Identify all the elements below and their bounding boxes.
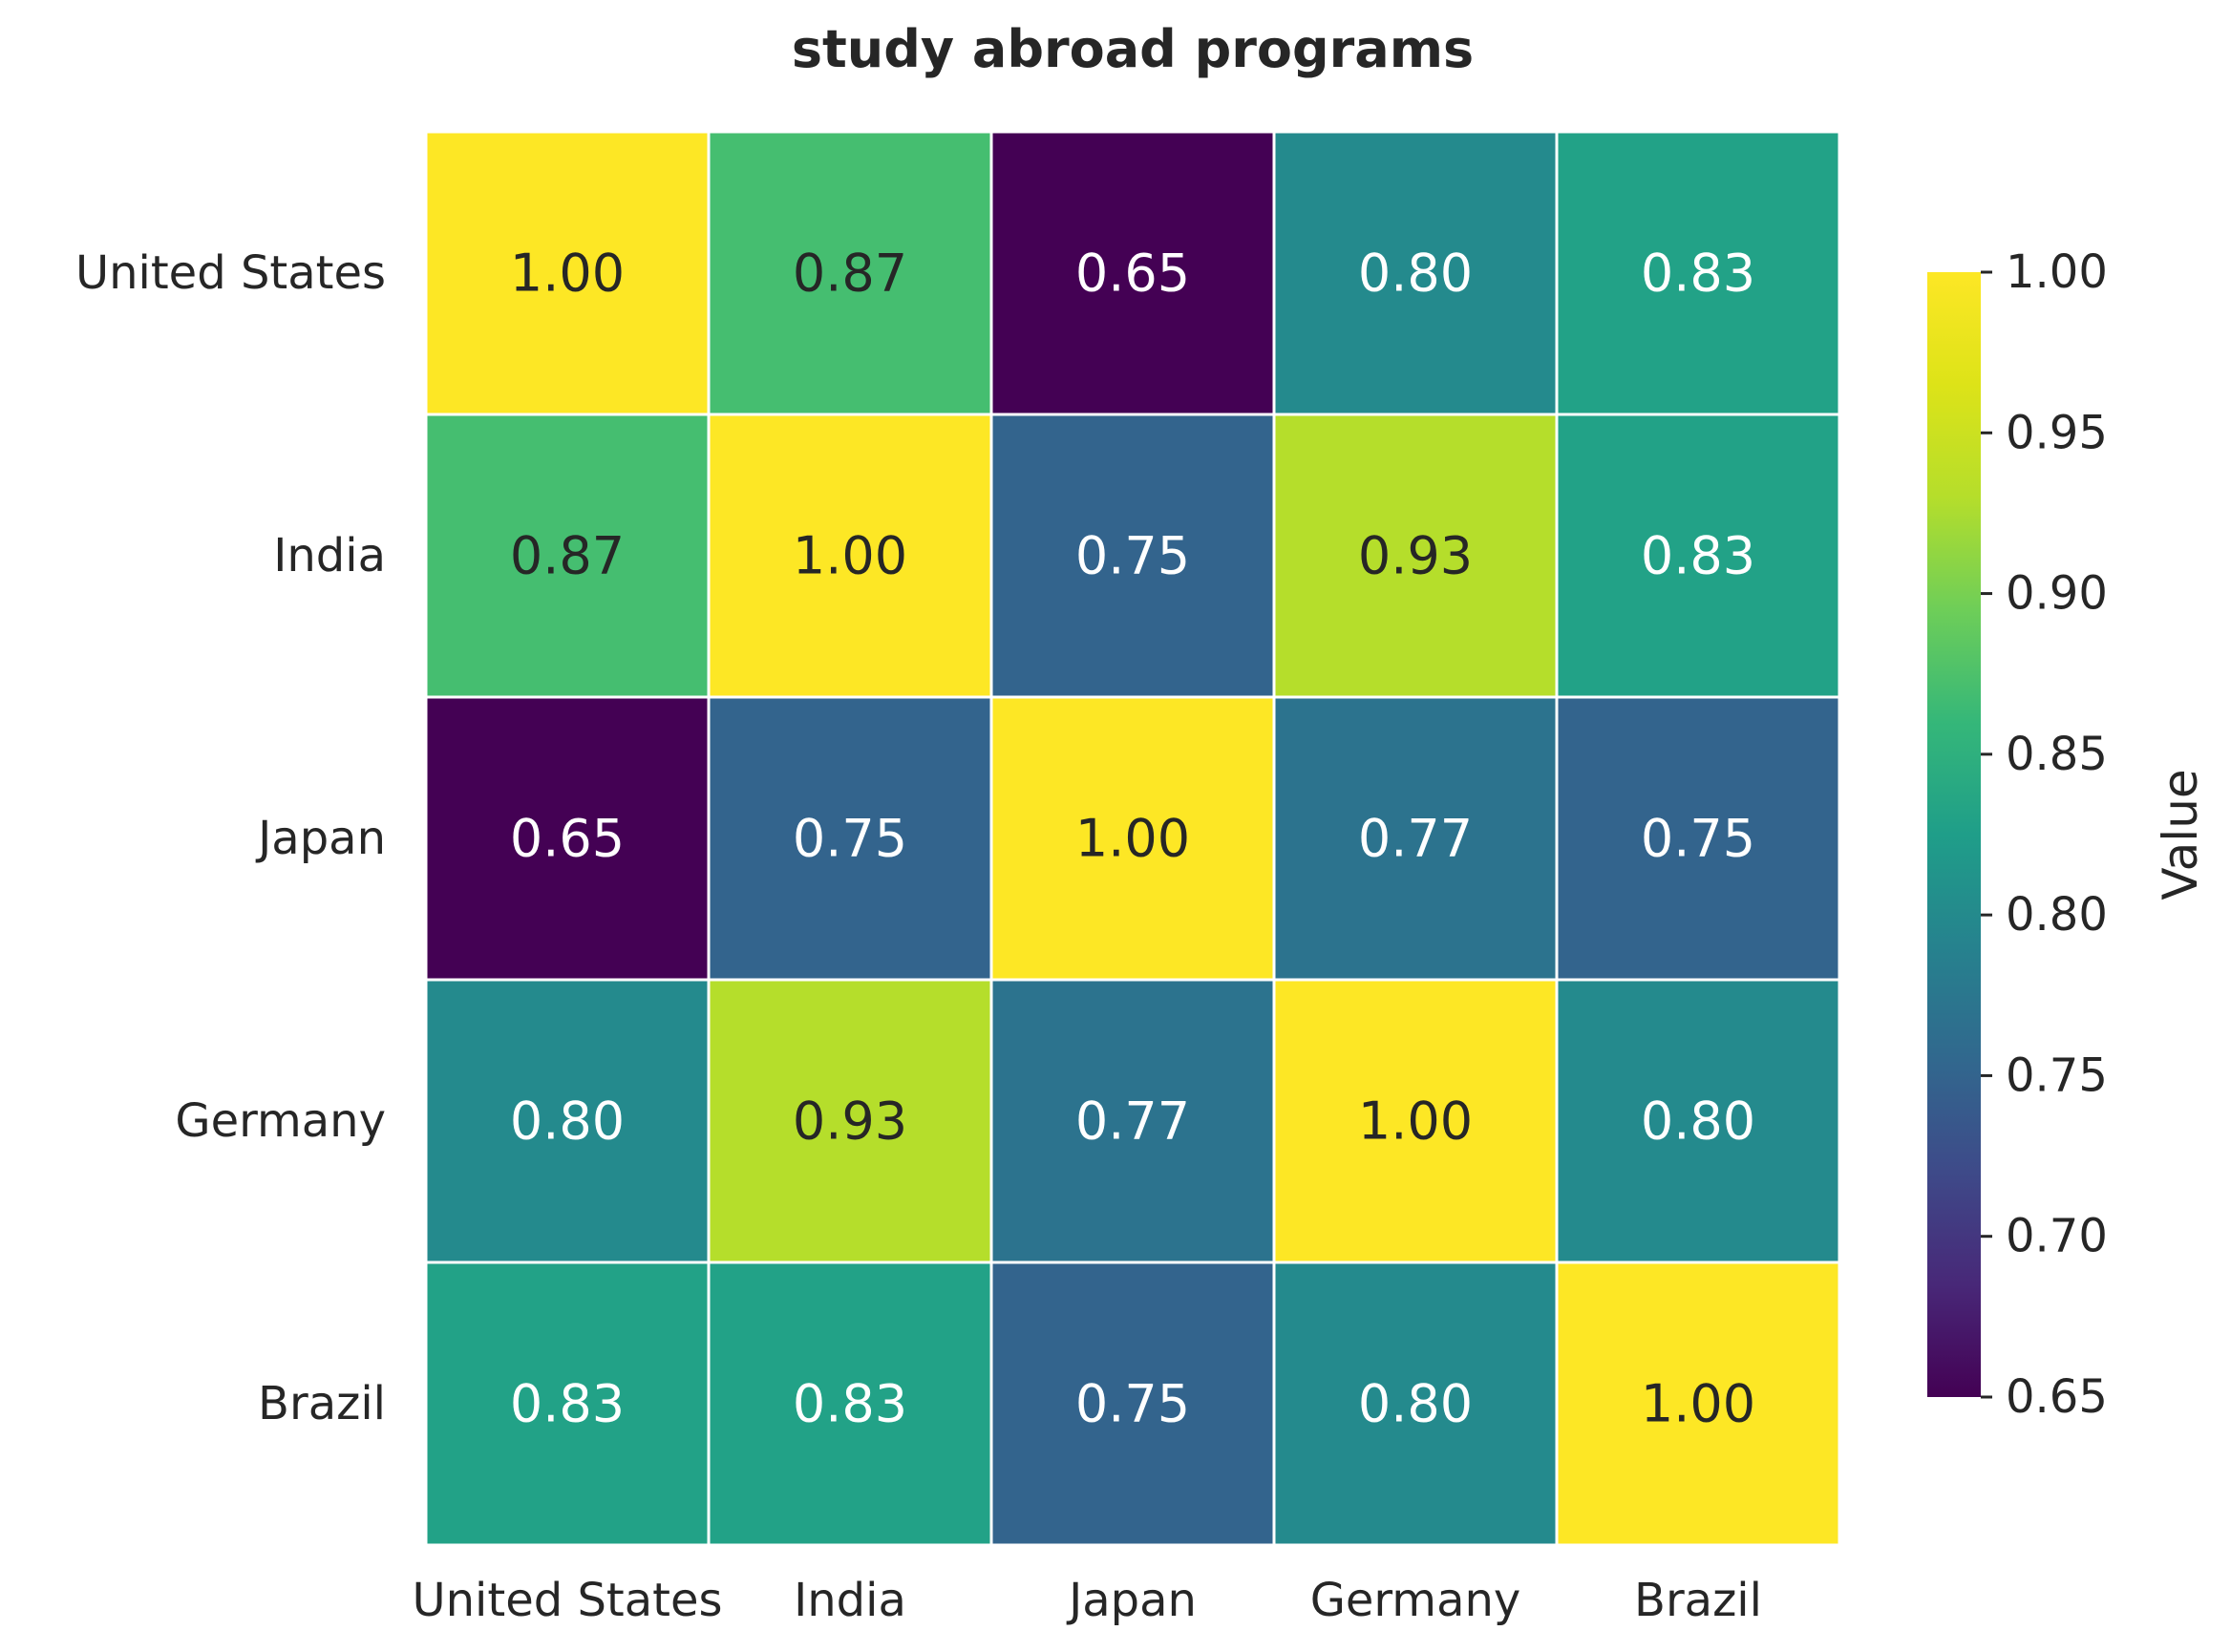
cell-value-label: 0.75 <box>793 809 907 869</box>
cell-value-label: 1.00 <box>1641 1374 1755 1434</box>
cell-value-label: 1.00 <box>1358 1091 1473 1152</box>
heatmap-cell <box>424 413 711 699</box>
cell-value-label: 0.77 <box>1075 1091 1190 1152</box>
heatmap-cell <box>989 978 1276 1264</box>
heatmap-cell <box>424 978 711 1264</box>
heatmap-cell <box>707 1260 993 1547</box>
colorbar <box>1927 272 1981 1397</box>
colorbar-gradient <box>1927 272 1981 1397</box>
cell-value-label: 0.83 <box>793 1374 907 1434</box>
cell-value-label: 0.75 <box>1075 526 1190 586</box>
column-tick-label: Brazil <box>1634 1574 1762 1627</box>
heatmap-cell <box>989 413 1276 699</box>
column-tick-label: Germany <box>1310 1574 1521 1627</box>
cell-value-label: 0.83 <box>1641 244 1755 304</box>
cell-value-label: 0.75 <box>1641 809 1755 869</box>
row-tick-label: Brazil <box>258 1377 386 1430</box>
heatmap-cell <box>707 978 993 1264</box>
cell-value-label: 0.83 <box>1641 526 1755 586</box>
row-tick-label: Germany <box>175 1094 386 1148</box>
column-tick-label: United States <box>412 1574 722 1627</box>
cell-value-label: 0.65 <box>1075 244 1190 304</box>
cell-value-label: 1.00 <box>793 526 907 586</box>
colorbar-ticks: 0.65 0.70 0.75 0.80 0.85 0.90 0.95 1.00 <box>1981 245 2108 1424</box>
cell-value-label: 0.80 <box>1358 244 1473 304</box>
colorbar-tick-label: 0.90 <box>2006 567 2108 621</box>
cell-value-label: 0.75 <box>1075 1374 1190 1434</box>
heatmap-cell <box>1555 413 1841 699</box>
colorbar-tick-label: 0.95 <box>2006 406 2108 459</box>
cell-value-label: 1.00 <box>510 244 625 304</box>
row-tick-label: India <box>273 529 386 582</box>
cell-value-label: 0.80 <box>510 1091 625 1152</box>
chart-title: study abroad programs <box>792 19 1474 79</box>
cell-value-label: 0.87 <box>510 526 625 586</box>
heatmap-cell <box>707 695 993 982</box>
row-tick-label: Japan <box>255 812 386 865</box>
heatmap-cell <box>1555 695 1841 982</box>
heatmap-cell-labels: 1.00 0.87 0.65 0.80 0.83 0.87 1.00 0.75 0.93 0.83… <box>510 244 1755 1434</box>
colorbar-tick-label: 0.70 <box>2006 1210 2108 1263</box>
heatmap-cell <box>1272 695 1559 982</box>
cell-value-label: 0.83 <box>510 1374 625 1434</box>
column-tick-label: India <box>794 1574 906 1627</box>
row-tick-label: United States <box>75 246 386 300</box>
heatmap-cell <box>1272 978 1559 1264</box>
heatmap-cells <box>424 130 1841 1547</box>
cell-value-label: 0.80 <box>1358 1374 1473 1434</box>
row-tick-labels: United States India Japan Germany Brazil <box>75 246 386 1430</box>
cell-value-label: 0.65 <box>510 809 625 869</box>
heatmap-cell <box>424 1260 711 1547</box>
colorbar-tick-label: 0.80 <box>2006 888 2108 942</box>
heatmap-cell <box>1555 978 1841 1264</box>
heatmap-cell <box>1555 1260 1841 1547</box>
cell-value-label: 0.80 <box>1641 1091 1755 1152</box>
heatmap-cell <box>1555 130 1841 416</box>
heatmap-cell <box>989 695 1276 982</box>
colorbar-tick-label: 0.65 <box>2006 1370 2108 1424</box>
colorbar-tick-label: 0.75 <box>2006 1048 2108 1102</box>
cell-value-label: 0.93 <box>1358 526 1473 586</box>
heatmap-cell <box>989 1260 1276 1547</box>
heatmap-cell <box>707 130 993 416</box>
cell-value-label: 1.00 <box>1075 809 1190 869</box>
cell-value-label: 0.87 <box>793 244 907 304</box>
colorbar-tick-label: 0.85 <box>2006 728 2108 781</box>
heatmap-cell <box>1272 130 1559 416</box>
cell-value-label: 0.93 <box>793 1091 907 1152</box>
heatmap-cell <box>989 130 1276 416</box>
colorbar-label: Value <box>2153 769 2208 900</box>
heatmap-cell <box>424 130 711 416</box>
cell-value-label: 0.77 <box>1358 809 1473 869</box>
column-tick-label: Japan <box>1066 1574 1197 1627</box>
column-tick-labels: United States India Japan Germany Brazil <box>412 1574 1761 1627</box>
colorbar-tick-label: 1.00 <box>2006 245 2108 299</box>
